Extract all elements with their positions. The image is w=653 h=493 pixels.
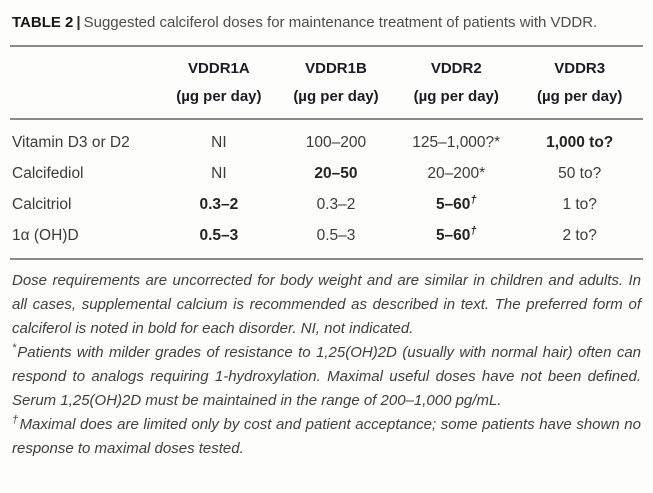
footnotes: Dose requirements are uncorrected for bo…	[10, 269, 643, 461]
column-unit: (µg per day)	[293, 87, 379, 105]
column-header-vddr3: VDDR3 (µg per day)	[516, 45, 643, 120]
dagger-superscript: †	[470, 224, 477, 237]
table-caption-separator: |	[76, 14, 81, 31]
dose-table-header-row: VDDR1A (µg per day) VDDR1B (µg per day) VDDR…	[10, 45, 643, 120]
dose-cell: NI	[211, 164, 227, 182]
footnote-marker: *	[12, 341, 17, 354]
column-name: VDDR1B	[305, 59, 367, 77]
dose-cell: 0.5–3	[199, 226, 239, 244]
dose-cell: 20–200*	[427, 164, 486, 182]
footnote: †Maximal does are limited only by cost a…	[12, 413, 641, 457]
column-unit: (µg per day)	[537, 87, 623, 105]
column-name: VDDR1A	[188, 59, 250, 77]
dagger-superscript: †	[470, 193, 477, 206]
dose-cell: 5–60†	[435, 193, 477, 213]
dose-cell: 100–200	[305, 133, 367, 151]
footnote-marker: †	[12, 413, 19, 426]
column-name: VDDR3	[554, 59, 606, 77]
row-label: Vitamin D3 or D2	[12, 133, 130, 151]
dose-cell: 50 to?	[558, 164, 602, 182]
table-row: Calcifediol NI 20–50 20–200* 50 to?	[10, 158, 643, 189]
column-header-vddr1b: VDDR1B (µg per day)	[275, 45, 397, 120]
table-row: 1α (OH)D 0.5–3 0.5–3 5–60† 2 to?	[10, 220, 643, 259]
row-label: Calcitriol	[12, 195, 72, 213]
dose-cell: 0.3–2	[316, 195, 356, 213]
column-header-vddr2: VDDR2 (µg per day)	[396, 45, 517, 120]
footnote: Dose requirements are uncorrected for bo…	[12, 271, 641, 337]
dose-cell: 5–60†	[435, 224, 477, 244]
row-label: Calcifediol	[12, 164, 84, 182]
dose-table-header: VDDR1A (µg per day) VDDR1B (µg per day) VDDR…	[10, 45, 643, 120]
dose-cell: NI	[211, 133, 227, 151]
table-caption: TABLE 2 | Suggested calciferol doses for m…	[12, 12, 641, 34]
column-unit: (µg per day)	[176, 87, 262, 105]
table-row: Calcitriol 0.3–2 0.3–2 5–60† 1 to?	[10, 189, 643, 220]
dose-table: VDDR1A (µg per day) VDDR1B (µg per day) VDDR…	[10, 44, 643, 260]
table-caption-label: TABLE 2	[12, 14, 74, 31]
row-label-column-spacer	[10, 45, 162, 120]
dose-cell: 20–50	[314, 164, 358, 182]
row-label: 1α (OH)D	[12, 226, 79, 244]
dose-table-body: Vitamin D3 or D2 NI 100–200 125–1,000?* 1,00…	[10, 119, 643, 259]
dose-cell: 125–1,000?*	[412, 133, 501, 151]
dose-cell: 0.3–2	[199, 195, 239, 213]
dose-cell: 1 to?	[562, 195, 597, 213]
column-name: VDDR2	[430, 59, 482, 77]
dose-cell: 1,000 to?	[546, 133, 614, 151]
dose-cell: 2 to?	[562, 226, 597, 244]
footnote: *Patients with milder grades of resistan…	[12, 341, 641, 409]
column-unit: (µg per day)	[413, 87, 499, 105]
table-caption-text: Suggested calciferol doses for maintenan…	[83, 14, 598, 31]
table-row: Vitamin D3 or D2 NI 100–200 125–1,000?* 1,00…	[10, 119, 643, 159]
dose-cell: 0.5–3	[316, 226, 356, 244]
column-header-vddr1a: VDDR1A (µg per day)	[161, 45, 276, 120]
